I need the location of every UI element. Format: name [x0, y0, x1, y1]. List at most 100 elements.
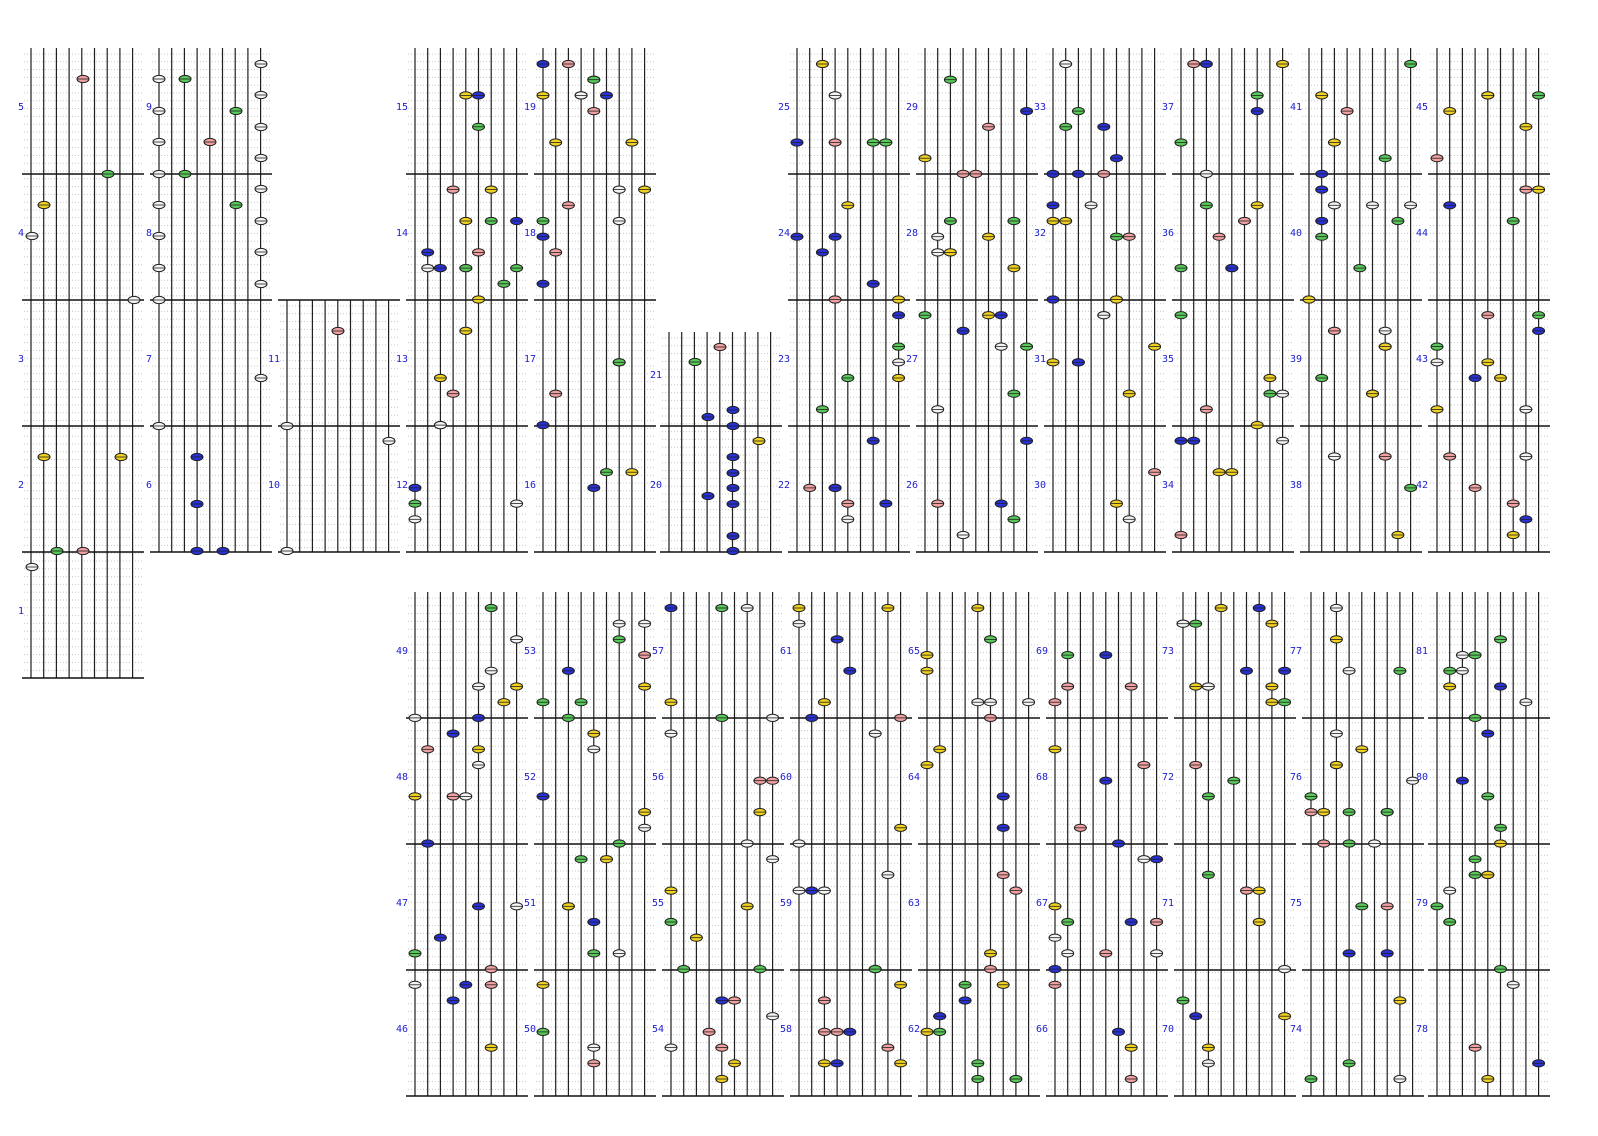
- row-number-label: 9: [146, 102, 152, 113]
- row-number-label: 69: [1036, 646, 1048, 657]
- row-number-label: 81: [1416, 646, 1428, 657]
- staff-column: [22, 48, 144, 679]
- row-number-label: 30: [1034, 480, 1046, 491]
- row-number-label: 40: [1290, 228, 1302, 239]
- row-number-label: 60: [780, 772, 792, 783]
- row-number-label: 2: [18, 480, 24, 491]
- row-number-label: 21: [650, 370, 662, 381]
- row-number-label: 15: [396, 102, 408, 113]
- row-number-label: 61: [780, 646, 792, 657]
- row-number-label: 20: [650, 480, 662, 491]
- row-number-label: 39: [1290, 354, 1302, 365]
- staff-column: [1300, 48, 1422, 553]
- staff-column: [1172, 48, 1294, 553]
- row-number-label: 35: [1162, 354, 1174, 365]
- row-number-label: 59: [780, 898, 792, 909]
- row-number-label: 38: [1290, 480, 1302, 491]
- staff-columns: [22, 48, 1550, 1097]
- row-number-label: 19: [524, 102, 536, 113]
- row-number-label: 12: [396, 480, 408, 491]
- staff-column: [788, 48, 910, 553]
- row-number-label: 6: [146, 480, 152, 491]
- row-number-label: 25: [778, 102, 790, 113]
- staff-column: [790, 592, 912, 1097]
- row-number-label: 73: [1162, 646, 1174, 657]
- row-number-label: 31: [1034, 354, 1046, 365]
- row-number-label: 3: [18, 354, 24, 365]
- row-number-label: 34: [1162, 480, 1174, 491]
- row-number-label: 43: [1416, 354, 1428, 365]
- row-number-label: 47: [396, 898, 408, 909]
- row-number-label: 52: [524, 772, 536, 783]
- row-number-label: 62: [908, 1024, 920, 1035]
- row-number-label: 50: [524, 1024, 536, 1035]
- row-number-label: 54: [652, 1024, 664, 1035]
- row-number-label: 70: [1162, 1024, 1174, 1035]
- staff-column: [534, 48, 656, 553]
- row-number-label: 1: [18, 606, 24, 617]
- row-number-label: 18: [524, 228, 536, 239]
- row-number-label: 77: [1290, 646, 1302, 657]
- row-number-label: 26: [906, 480, 918, 491]
- row-number-label: 41: [1290, 102, 1302, 113]
- row-number-label: 23: [778, 354, 790, 365]
- row-number-label: 71: [1162, 898, 1174, 909]
- staff-column: [1174, 592, 1296, 1097]
- row-number-label: 33: [1034, 102, 1046, 113]
- row-number-label: 51: [524, 898, 536, 909]
- row-number-label: 37: [1162, 102, 1174, 113]
- row-number-label: 75: [1290, 898, 1302, 909]
- row-number-label: 28: [906, 228, 918, 239]
- row-number-label: 76: [1290, 772, 1302, 783]
- row-number-label: 32: [1034, 228, 1046, 239]
- row-number-label: 4: [18, 228, 24, 239]
- staff-column: [406, 48, 528, 553]
- row-number-label: 53: [524, 646, 536, 657]
- staff-column: [150, 48, 272, 553]
- row-number-label: 14: [396, 228, 408, 239]
- staff-column: [534, 592, 656, 1097]
- note-markers: [25, 59, 1546, 1084]
- row-number-label: 66: [1036, 1024, 1048, 1035]
- row-number-label: 64: [908, 772, 920, 783]
- row-number-labels: 1234567891011121314151617181920212223242…: [18, 102, 1428, 1035]
- staff-column: [1428, 592, 1550, 1097]
- row-number-label: 27: [906, 354, 918, 365]
- row-number-label: 57: [652, 646, 664, 657]
- row-number-label: 63: [908, 898, 920, 909]
- row-number-label: 49: [396, 646, 408, 657]
- row-number-label: 17: [524, 354, 536, 365]
- row-number-label: 55: [652, 898, 664, 909]
- staff-column: [1046, 592, 1168, 1097]
- row-number-label: 22: [778, 480, 790, 491]
- row-number-label: 29: [906, 102, 918, 113]
- row-number-label: 56: [652, 772, 664, 783]
- row-number-label: 10: [268, 480, 280, 491]
- row-number-label: 65: [908, 646, 920, 657]
- row-number-label: 80: [1416, 772, 1428, 783]
- row-number-label: 42: [1416, 480, 1428, 491]
- row-number-label: 5: [18, 102, 24, 113]
- staff-column: [918, 592, 1040, 1097]
- row-number-label: 46: [396, 1024, 408, 1035]
- row-number-label: 45: [1416, 102, 1428, 113]
- row-number-label: 58: [780, 1024, 792, 1035]
- row-number-label: 78: [1416, 1024, 1428, 1035]
- row-number-label: 79: [1416, 898, 1428, 909]
- staff-column: [662, 592, 784, 1097]
- row-number-label: 11: [268, 354, 280, 365]
- row-number-label: 13: [396, 354, 408, 365]
- row-number-label: 8: [146, 228, 152, 239]
- row-number-label: 44: [1416, 228, 1428, 239]
- row-number-label: 7: [146, 354, 152, 365]
- staff-column: [1044, 48, 1166, 553]
- row-number-label: 68: [1036, 772, 1048, 783]
- row-number-label: 36: [1162, 228, 1174, 239]
- row-number-label: 67: [1036, 898, 1048, 909]
- staff-column: [278, 299, 400, 553]
- row-number-label: 72: [1162, 772, 1174, 783]
- row-number-label: 48: [396, 772, 408, 783]
- staff-column: [916, 48, 1038, 553]
- row-number-label: 16: [524, 480, 536, 491]
